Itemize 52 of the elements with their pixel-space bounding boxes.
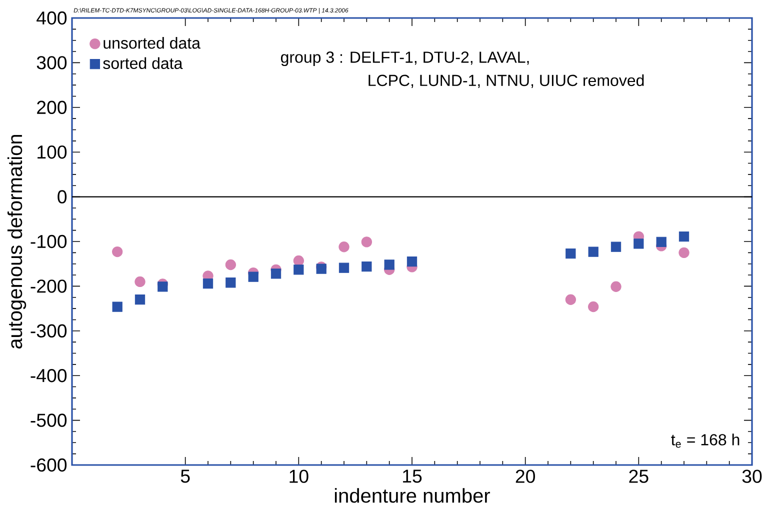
x-tick-label: 5 [180,470,190,483]
x-tick-label: 20 [516,470,535,483]
y-tick-label: -500 [30,414,67,427]
point [656,236,666,248]
point [270,268,282,279]
y-axis-title: autogenous deformation [7,134,26,348]
point [588,246,598,257]
y-tick-label: 100 [38,145,67,159]
point [361,236,372,248]
point [293,255,304,266]
legend-label: sorted data [103,57,183,70]
y-tick-label: 200 [37,100,67,114]
point [566,248,576,259]
annotation: t$_{e}$ = 168 h [671,434,740,448]
y-tick-label: -600 [30,458,67,472]
y-tick-label: -100 [30,234,67,248]
point [112,246,123,258]
point [134,294,146,305]
point [338,242,350,252]
point [565,294,576,305]
point [678,232,690,242]
point [112,302,122,312]
point [406,256,418,267]
y-tick-label: -400 [30,368,67,382]
point [226,278,236,288]
y-tick-label: -200 [30,280,67,293]
point [202,278,214,289]
point [294,264,304,275]
annotation: LCPC, LUND-1, NTNU, UIUC removed [368,74,644,88]
x-tick-label: 25 [629,470,648,483]
point [134,276,146,288]
point [384,260,394,270]
y-tick-label: -300 [30,324,67,338]
x-axis-title: indenture number [334,488,490,503]
point [158,282,168,292]
x-tick-label: 30 [742,470,762,483]
point [588,301,599,312]
x-tick-label: 15 [403,470,422,483]
point [362,261,372,272]
point [610,242,622,252]
point [610,281,622,292]
x-tick-label: 10 [290,470,308,483]
legend-label: unsorted data [104,37,200,49]
point [225,259,236,270]
point [248,272,258,282]
annotation: group 3 : DELFT-1, DTU-2, LAVAL, [280,52,529,66]
y-tick-label: 0 [58,190,67,204]
point [678,247,690,258]
y-tick-label: 400 [36,11,67,25]
point [338,262,350,273]
y-tick-label: 300 [36,56,67,70]
point [634,238,644,249]
